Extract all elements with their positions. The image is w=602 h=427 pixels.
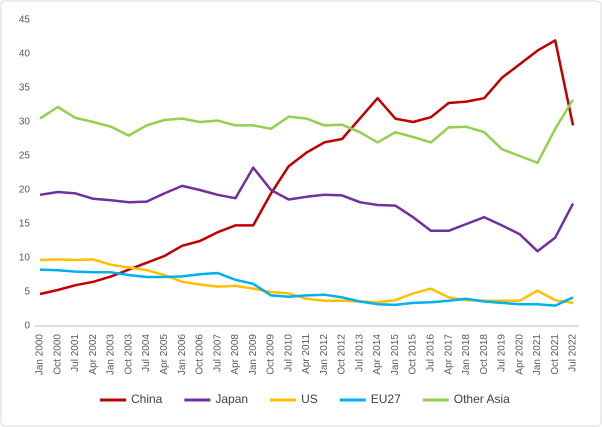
line bbox=[39, 268, 574, 307]
y-tick-label: 5 bbox=[24, 287, 30, 298]
legend-label: China bbox=[131, 392, 163, 406]
legend-label: Japan bbox=[215, 392, 248, 406]
y-tick-label: 0 bbox=[24, 321, 30, 332]
x-tick-label: Jul 2022 bbox=[568, 334, 579, 372]
x-tick-label: Oct 2021 bbox=[550, 334, 561, 375]
legend-label: EU27 bbox=[371, 392, 401, 406]
x-tick-label: Jan 2009 bbox=[248, 334, 259, 376]
x-tick-label: Jul 2001 bbox=[70, 334, 81, 372]
x-tick-label: Jan 2015 bbox=[390, 334, 401, 376]
y-tick-label: 25 bbox=[19, 151, 31, 162]
x-tick-label: Jan 2006 bbox=[177, 334, 188, 376]
x-tick-label: Oct 2018 bbox=[479, 334, 490, 375]
x-tick-label: Jan 2021 bbox=[532, 334, 543, 376]
y-tick-label: 40 bbox=[19, 49, 31, 60]
x-tick-label: Apr 2020 bbox=[514, 334, 525, 375]
x-tick-label: Jul 2019 bbox=[497, 334, 508, 372]
legend-label: US bbox=[301, 392, 318, 406]
x-tick-label: Apr 2014 bbox=[372, 334, 383, 375]
x-tick-label: Jan 2012 bbox=[319, 334, 330, 376]
line bbox=[39, 98, 575, 165]
x-tick-label: Jan 2003 bbox=[106, 334, 117, 376]
x-tick-label: Apr 2002 bbox=[88, 334, 99, 375]
x-tick-label: Apr 2008 bbox=[230, 334, 241, 375]
x-tick-label: Oct 2012 bbox=[337, 334, 348, 375]
x-tick-label: Jan 2018 bbox=[461, 334, 472, 376]
y-tick-label: 35 bbox=[19, 83, 31, 94]
x-tick-label: Oct 2015 bbox=[408, 334, 419, 375]
x-tick-label: Oct 2003 bbox=[123, 334, 134, 375]
y-tick-label: 15 bbox=[19, 219, 31, 230]
x-tick-label: Oct 2009 bbox=[266, 334, 277, 375]
x-tick-label: Oct 2006 bbox=[195, 334, 206, 375]
x-tick-label: Jul 2016 bbox=[426, 334, 437, 372]
y-tick-label: 45 bbox=[19, 15, 31, 26]
line bbox=[39, 39, 575, 296]
x-tick-label: Jul 2004 bbox=[141, 334, 152, 372]
x-tick-label: Apr 2005 bbox=[159, 334, 170, 375]
x-tick-label: Apr 2017 bbox=[443, 334, 454, 375]
x-tick-label: Jan 2000 bbox=[35, 334, 46, 376]
x-tick-label: Oct 2000 bbox=[52, 334, 63, 375]
x-tick-label: Jul 2007 bbox=[212, 334, 223, 372]
x-tick-label: Jul 2010 bbox=[283, 334, 294, 372]
legend-label: Other Asia bbox=[454, 392, 510, 406]
x-tick-label: Apr 2011 bbox=[301, 334, 312, 374]
y-tick-label: 20 bbox=[19, 185, 31, 196]
line bbox=[39, 166, 575, 253]
x-tick-label: Jul 2013 bbox=[354, 334, 365, 372]
y-tick-label: 30 bbox=[19, 117, 31, 128]
y-tick-label: 10 bbox=[19, 253, 31, 264]
